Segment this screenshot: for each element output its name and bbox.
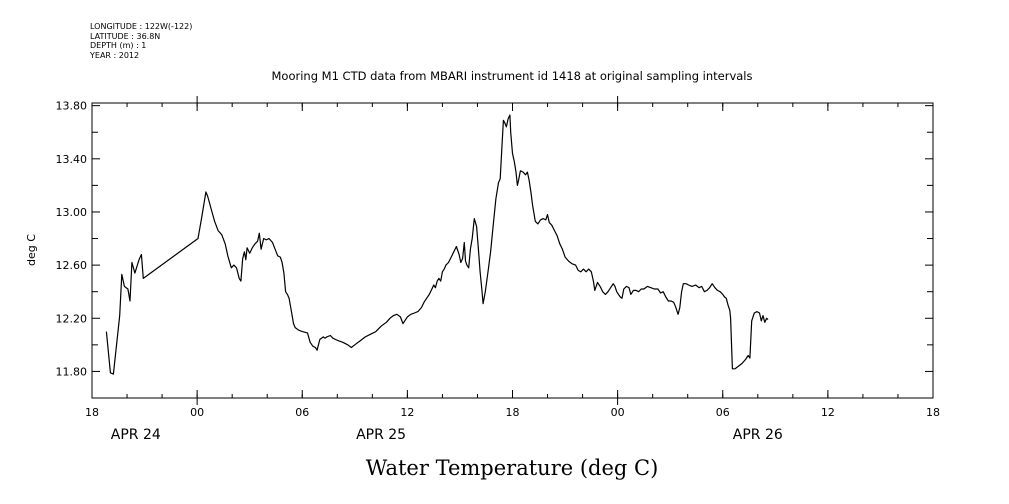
y-tick-label: 13.40 <box>56 153 88 166</box>
series-line <box>105 114 769 375</box>
x-tick-label: 18 <box>85 406 99 419</box>
y-tick-label: 12.60 <box>56 259 88 272</box>
x-tick-label: 06 <box>716 406 730 419</box>
y-axis: 11.80 12.20 12.60 13.00 13.40 13.80 <box>56 100 933 399</box>
day-label: APR 24 <box>111 427 161 443</box>
x-tick-label: 12 <box>821 406 835 419</box>
x-axis: 18 00 06 12 18 00 06 12 18 APR 24 APR 25 APR 26 <box>85 96 940 443</box>
depth-label: DEPTH (m) : 1 <box>90 41 147 50</box>
y-axis-label: deg C <box>25 234 38 266</box>
x-tick-label: 00 <box>190 406 204 419</box>
x-tick-label: 00 <box>611 406 625 419</box>
longitude-label: LONGITUDE : 122W(-122) <box>90 22 193 31</box>
year-label: YEAR : 2012 <box>90 50 140 60</box>
latitude-label: LATITUDE : 36.8N <box>90 31 161 41</box>
x-tick-label: 06 <box>295 406 309 419</box>
y-tick-label: 12.20 <box>56 312 88 325</box>
x-axis-label: Water Temperature (deg C) <box>366 456 659 480</box>
x-tick-label: 18 <box>506 406 520 419</box>
day-label: APR 26 <box>733 427 783 443</box>
day-label: APR 25 <box>356 427 406 443</box>
x-tick-label: 18 <box>926 406 940 419</box>
y-tick-label: 13.80 <box>56 100 88 113</box>
y-tick-label: 13.00 <box>56 206 88 219</box>
metadata-block: LONGITUDE : 122W(-122) LATITUDE : 36.8N … <box>90 22 192 60</box>
chart-title: Mooring M1 CTD data from MBARI instrumen… <box>272 69 753 83</box>
x-tick-label: 12 <box>400 406 414 419</box>
y-tick-label: 11.80 <box>56 365 88 378</box>
